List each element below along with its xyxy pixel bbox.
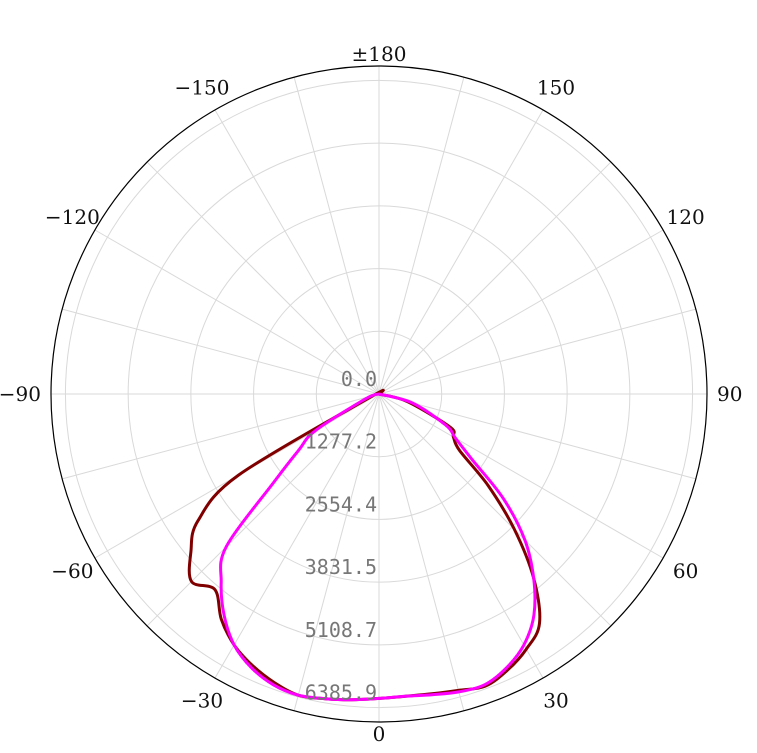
radial-tick-label: 2554.4 — [305, 492, 377, 516]
angle-tick-label: ±180 — [352, 42, 407, 66]
angle-tick-label: 60 — [673, 559, 698, 583]
radial-tick-label: 5108.7 — [305, 618, 377, 642]
grid-spoke — [214, 393, 380, 679]
grid-spoke — [378, 393, 664, 559]
angle-tick-label: 150 — [537, 75, 575, 99]
polar-grid — [50, 65, 708, 723]
series-line-2 — [219, 392, 537, 702]
grid-spoke — [94, 229, 380, 395]
grid-spoke — [378, 109, 544, 395]
grid-spoke — [146, 393, 380, 627]
series-layer — [187, 388, 542, 702]
grid-spoke — [378, 393, 544, 679]
angle-tick-label: −90 — [0, 382, 41, 406]
grid-spoke — [378, 393, 465, 711]
radial-tick-label: 0.0 — [341, 367, 377, 391]
grid-spoke — [293, 77, 380, 395]
grid-spoke — [62, 393, 380, 480]
angle-labels: 0 30 60 90 120 150 ±180 −150 −120 −90 −60 −30 — [0, 42, 742, 746]
grid-spoke — [378, 393, 612, 627]
angle-tick-label: 120 — [667, 205, 705, 229]
grid-spoke — [214, 109, 380, 395]
grid-spoke — [62, 308, 380, 395]
radial-tick-label: 3831.5 — [305, 555, 377, 579]
grid-spoke — [146, 161, 380, 395]
angle-tick-label: −120 — [45, 205, 100, 229]
angle-tick-label: −150 — [175, 75, 230, 99]
angle-tick-label: 30 — [543, 689, 568, 713]
angle-tick-label: −60 — [51, 559, 93, 583]
outer-ring — [50, 65, 708, 723]
grid-spoke — [378, 229, 664, 395]
grid-spoke — [378, 161, 612, 395]
angle-tick-label: 0 — [373, 722, 386, 746]
grid-spoke — [378, 393, 696, 480]
radial-tick-label: 1277.2 — [305, 430, 377, 454]
grid-spoke — [378, 77, 465, 395]
radial-labels: 0.0 1277.2 2554.4 3831.5 5108.7 6385.9 — [305, 367, 377, 705]
grid-spoke — [293, 393, 380, 711]
angle-tick-label: −30 — [181, 689, 223, 713]
radial-tick-label: 6385.9 — [305, 681, 377, 705]
grid-spoke — [378, 308, 696, 395]
angle-tick-label: 90 — [717, 382, 742, 406]
